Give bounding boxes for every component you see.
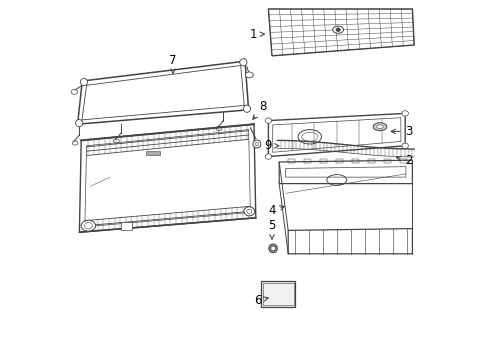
Ellipse shape	[373, 123, 387, 131]
Bar	[368, 159, 375, 163]
Bar	[320, 159, 327, 163]
Ellipse shape	[402, 111, 409, 116]
Text: 6: 6	[254, 294, 268, 307]
Ellipse shape	[75, 120, 83, 127]
Text: 7: 7	[169, 54, 177, 73]
Ellipse shape	[265, 154, 271, 159]
Bar	[352, 159, 359, 163]
Ellipse shape	[271, 246, 275, 251]
Ellipse shape	[402, 143, 409, 148]
Text: 2: 2	[396, 154, 413, 167]
Ellipse shape	[333, 26, 343, 33]
Ellipse shape	[269, 244, 277, 253]
Text: 4: 4	[268, 204, 285, 217]
Bar	[121, 222, 132, 230]
Ellipse shape	[240, 59, 247, 66]
Ellipse shape	[253, 140, 261, 148]
Bar	[146, 151, 160, 155]
Text: 8: 8	[253, 100, 267, 120]
Ellipse shape	[244, 105, 250, 112]
Bar	[336, 159, 343, 163]
Text: 9: 9	[265, 139, 279, 152]
Bar	[400, 159, 407, 163]
Bar	[384, 159, 391, 163]
Ellipse shape	[81, 220, 96, 231]
Text: 5: 5	[269, 219, 276, 239]
Bar	[288, 159, 295, 163]
Ellipse shape	[336, 28, 341, 31]
Ellipse shape	[265, 118, 271, 123]
Ellipse shape	[377, 125, 383, 129]
Bar	[261, 281, 295, 307]
Bar	[304, 159, 311, 163]
Bar	[263, 283, 294, 305]
Ellipse shape	[244, 207, 255, 216]
Ellipse shape	[245, 72, 253, 78]
Text: 1: 1	[250, 28, 265, 41]
Ellipse shape	[80, 78, 88, 86]
Text: 3: 3	[391, 125, 413, 138]
